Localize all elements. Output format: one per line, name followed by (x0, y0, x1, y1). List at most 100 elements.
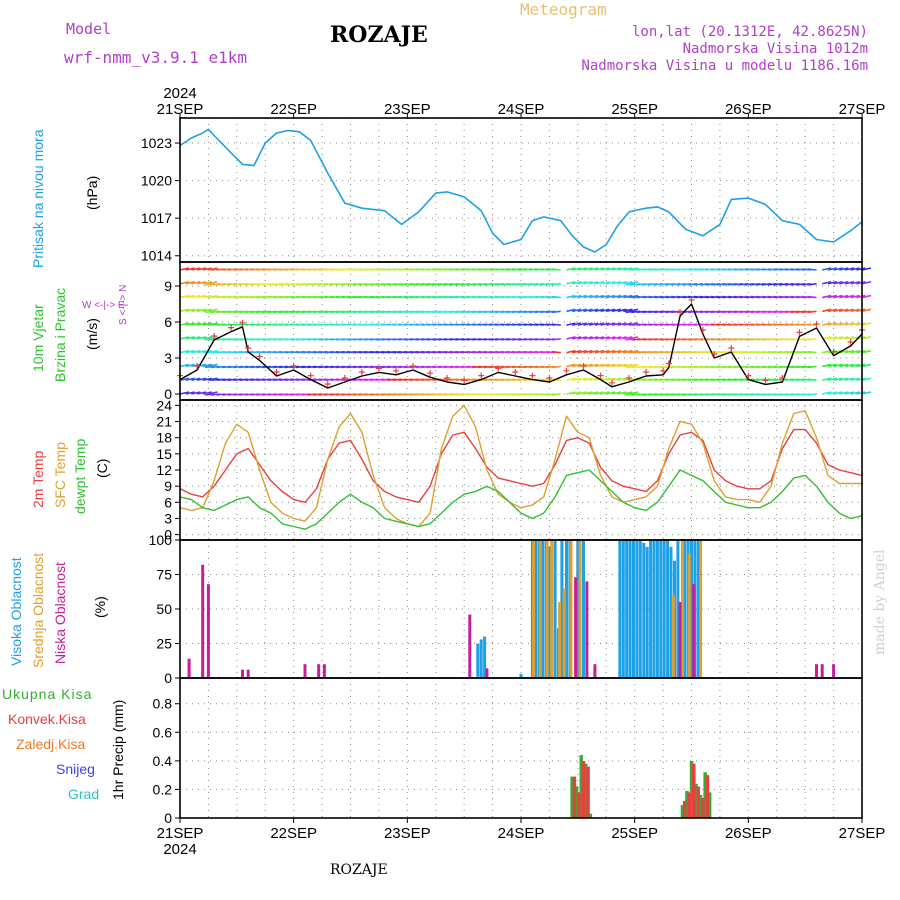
wind-arrow (600, 336, 610, 340)
panel-frame-precip (179, 677, 863, 819)
wind-arrow (611, 377, 622, 382)
x-day-label-top: 25SEP (611, 101, 658, 118)
bar-precip-1 (701, 798, 705, 818)
wind-arrow (589, 391, 599, 395)
wind-arrow (191, 294, 201, 299)
bar-clouds-0 (565, 540, 568, 678)
wind-gust-marker (529, 372, 536, 379)
wind-arrow (850, 349, 860, 354)
y-tick-label: 18 (156, 430, 172, 446)
wind-arrow (583, 267, 593, 271)
wind-gust-marker (307, 372, 314, 379)
x-day-label-bottom: 23SEP (384, 825, 431, 842)
x-day-label-top: 24SEP (498, 101, 545, 118)
bar-clouds-2 (468, 614, 472, 678)
wind-gust-marker (580, 363, 587, 369)
wind-arrow (856, 280, 866, 285)
bar-precip-0 (698, 795, 703, 818)
wind-arrow (850, 267, 860, 271)
wind-arrow (861, 294, 872, 299)
bar-clouds-0 (519, 673, 523, 678)
wind-arrow (827, 308, 838, 313)
wind-arrow (850, 391, 860, 395)
wind-arrow (606, 267, 616, 271)
bar-precip-0 (584, 763, 588, 818)
wind-arrow (600, 391, 610, 395)
bar-precip-1 (581, 760, 586, 818)
wind-arrow (839, 322, 849, 326)
wind-arrow (807, 378, 817, 382)
wind-arrow (551, 323, 561, 326)
bar-clouds-1 (532, 540, 535, 678)
bar-precip-0 (694, 783, 698, 818)
wind-arrow (611, 280, 622, 285)
wind-arrow (551, 268, 561, 271)
wind-arrow (606, 294, 616, 299)
legend-total-rain: Ukupna Kisa (2, 686, 93, 702)
y-tick-label: 0 (164, 810, 172, 826)
bar-precip-0 (588, 813, 593, 818)
wind-gust-marker (796, 329, 803, 336)
bar-clouds-0 (659, 540, 663, 678)
wind-arrow (571, 308, 582, 313)
wind-arrow (839, 308, 849, 313)
wind-arrow (844, 322, 855, 326)
wind-arrow (827, 280, 838, 285)
bar-clouds-0 (649, 540, 653, 678)
wind-arrow (577, 308, 588, 313)
wind-arrow (827, 267, 838, 271)
wind-arrow (191, 267, 201, 271)
wind-arrow (196, 308, 207, 313)
bar-clouds-2 (317, 664, 321, 678)
wind-arrow (594, 363, 605, 368)
y-tick-label: 25 (156, 636, 172, 652)
wind-arrow (844, 308, 855, 313)
wind-arrow (577, 336, 588, 340)
wind-arrow (850, 308, 860, 313)
bar-clouds-1 (558, 602, 562, 678)
bar-precip-1 (696, 786, 701, 818)
wind-arrow (807, 323, 817, 326)
bar-clouds-2 (241, 669, 244, 678)
y-tick-label: 75 (156, 567, 172, 583)
y-tick-label: 100 (149, 532, 173, 548)
wind-arrow (861, 308, 872, 313)
wind-arrow (196, 322, 207, 326)
wind-gust-marker (324, 381, 331, 387)
wind-arrow (606, 280, 616, 285)
wind-arrow (191, 308, 201, 313)
bar-clouds-0 (696, 540, 700, 678)
wind-gust-marker (375, 365, 382, 372)
wind-arrow (202, 308, 212, 313)
wind-arrow (589, 308, 599, 313)
wind-arrow (617, 349, 627, 354)
bar-clouds-1 (680, 540, 684, 678)
wind-arrow (807, 282, 817, 286)
bar-clouds-0 (655, 540, 659, 678)
wind-gust-marker (427, 370, 434, 377)
bar-clouds-1 (569, 540, 573, 678)
wind-arrow (856, 377, 866, 382)
wind-arrow (617, 267, 627, 271)
x-day-label-top: 21SEP (157, 101, 204, 118)
wind-arrow (583, 336, 593, 340)
wind-compass-horizontal: W <-|-> E (82, 300, 125, 311)
wind-arrow (196, 294, 207, 299)
wind-arrow (594, 391, 605, 395)
bar-clouds-0 (642, 542, 646, 678)
wind-gust-marker (728, 345, 735, 351)
wind-gust-marker (478, 372, 485, 379)
y-tick-label: 0 (164, 670, 172, 686)
wind-arrow (583, 322, 593, 326)
wind-gust-marker (711, 351, 718, 357)
bar-precip-0 (685, 790, 689, 818)
model-altitude-text: Nadmorska Visina u modelu 1186.16m (581, 58, 868, 74)
y-tick-label: 0.8 (153, 696, 173, 712)
wind-arrow (551, 338, 561, 341)
bar-clouds-0 (582, 540, 585, 678)
bar-clouds-0 (638, 540, 642, 678)
wind-arrow (611, 267, 622, 271)
x-day-label-bottom: 26SEP (725, 825, 772, 842)
wind-arrow (861, 280, 872, 285)
y-tick-label: 21 (156, 414, 172, 430)
